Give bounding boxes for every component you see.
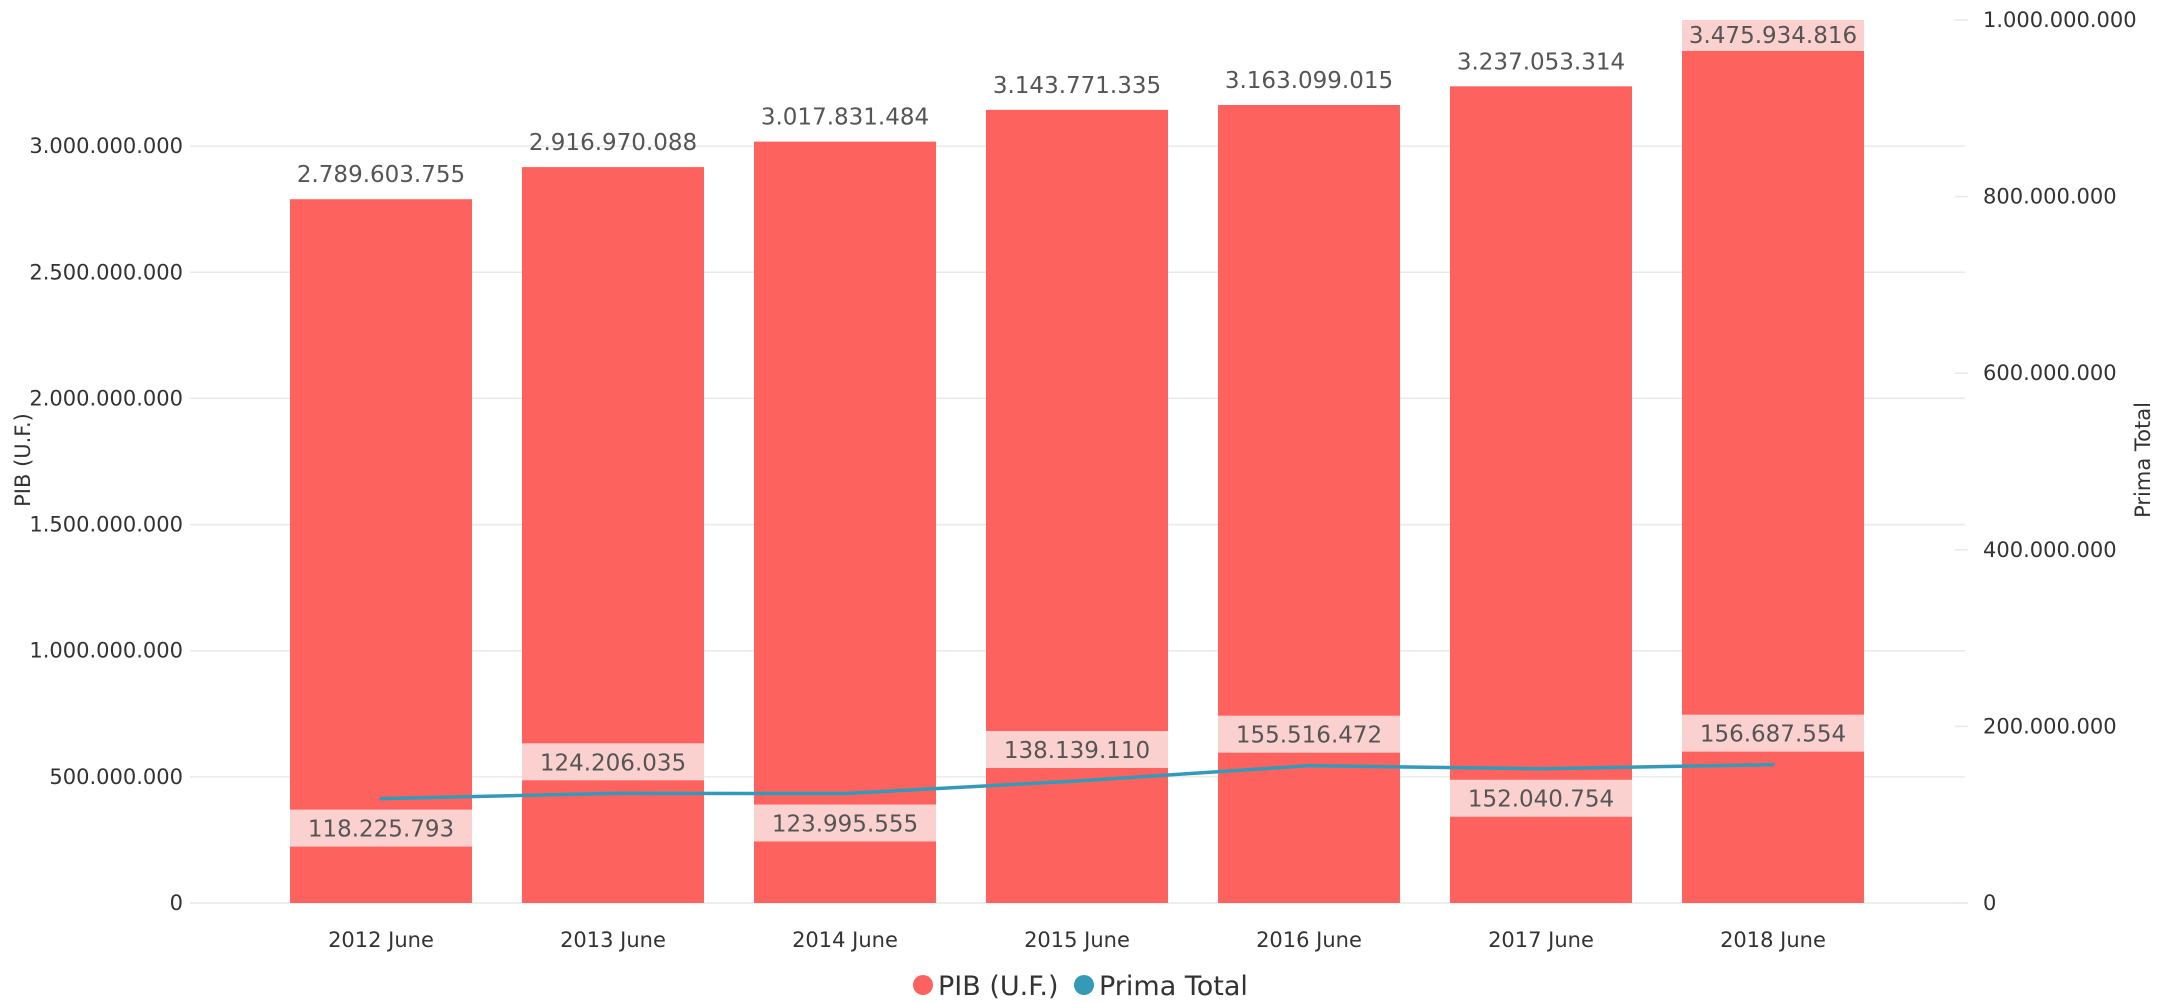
bar-data-label: 2.789.603.755 (297, 162, 465, 188)
bar (290, 199, 472, 903)
y2-axis-tick-label: 200.000.000 (1983, 714, 2117, 738)
bar-data-label: 3.475.934.816 (1689, 23, 1857, 49)
x-axis-tick-label: 2014 June (792, 928, 898, 952)
legend-label-pib: PIB (U.F.) (938, 971, 1059, 1002)
bar-data-label: 3.237.053.314 (1457, 49, 1625, 75)
y-axis-tick-label: 3.000.000.000 (29, 134, 183, 158)
line-data-label: 155.516.472 (1236, 723, 1382, 749)
bar (986, 109, 1168, 904)
line-data-label-background (290, 809, 472, 847)
line-data-label: 118.225.793 (308, 817, 454, 843)
x-axis-tick-label: 2012 June (328, 928, 434, 952)
line-data-label-background (986, 731, 1168, 769)
y2-axis-tick-label: 1.000.000.000 (1983, 8, 2137, 32)
x-axis-tick-label: 2017 June (1488, 928, 1594, 952)
line-data-label: 138.139.110 (1004, 738, 1150, 764)
y-axis-tick-label: 1.500.000.000 (29, 513, 183, 537)
y-axis-tick-label: 2.000.000.000 (29, 386, 183, 410)
line-data-label-background (522, 743, 704, 781)
bar-data-label-background (1682, 20, 1864, 51)
line-data-label: 123.995.555 (772, 812, 918, 838)
line-data-label: 152.040.754 (1468, 787, 1614, 813)
line-data-label-background (1450, 779, 1632, 817)
line-series-prima-total (379, 762, 1775, 801)
bar-data-label: 2.916.970.088 (529, 130, 697, 156)
y2-axis-tick-label: 400.000.000 (1983, 538, 2117, 562)
y-axis-tick-label: 500.000.000 (49, 765, 183, 789)
y-axis-tick-label: 0 (170, 891, 183, 915)
legend-label-prima-total: Prima Total (1099, 971, 1248, 1002)
legend-marker-prima-total (1074, 975, 1094, 995)
y-axis-title: PIB (U.F.) (11, 413, 35, 507)
data-labels: 2.789.603.755 2.916.970.088 3.017.831.484 3… (290, 20, 1864, 847)
y2-axis-tick-label: 0 (1983, 891, 1996, 915)
bar (1218, 104, 1400, 904)
y2-axis-tick-label: 600.000.000 (1983, 361, 2117, 385)
axes: 0 500.000.000 1.000.000.000 1.500.000.000 2.… (11, 8, 2155, 952)
y-axis-tick-label: 2.500.000.000 (29, 260, 183, 284)
x-axis-tick-label: 2016 June (1256, 928, 1362, 952)
line-data-label-background (1218, 715, 1400, 753)
bar (754, 141, 936, 903)
x-axis-tick-label: 2018 June (1720, 928, 1826, 952)
line-data-label-background (1682, 714, 1864, 752)
line-path (379, 762, 1775, 801)
bar-data-label: 3.143.771.335 (993, 73, 1161, 99)
y2-axis-tick-label: 800.000.000 (1983, 185, 2117, 209)
bar-data-label: 3.017.831.484 (761, 105, 929, 131)
line-data-label: 156.687.554 (1700, 722, 1846, 748)
line-data-label: 124.206.035 (540, 750, 686, 776)
x-axis-tick-label: 2015 June (1024, 928, 1130, 952)
bar (1682, 26, 1864, 904)
x-axis-tick-label: 2013 June (560, 928, 666, 952)
y2-axis-title: Prima Total (2131, 402, 2155, 518)
y-axis-tick-label: 1.000.000.000 (29, 639, 183, 663)
bar (522, 167, 704, 904)
legend: PIB (U.F.) Prima Total (913, 971, 1248, 1002)
legend-marker-pib (913, 975, 933, 995)
line-data-label-background (754, 804, 936, 842)
bar-data-label: 3.163.099.015 (1225, 68, 1393, 94)
